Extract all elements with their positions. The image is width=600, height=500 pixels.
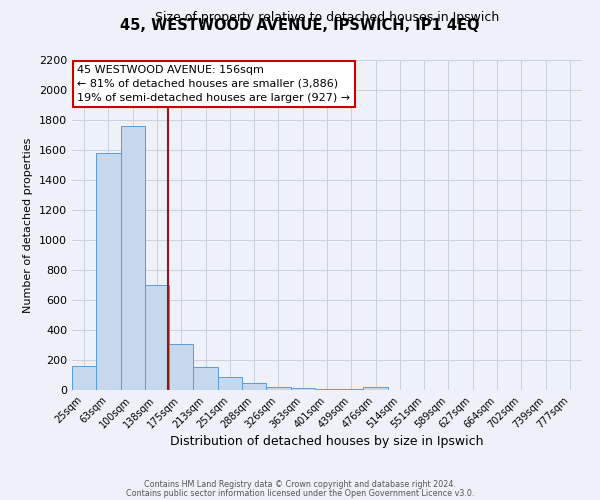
Bar: [339, 389, 364, 390]
Bar: [121, 126, 145, 390]
Bar: [145, 285, 169, 390]
Bar: [72, 366, 96, 390]
Bar: [266, 387, 290, 390]
Bar: [218, 378, 242, 390]
Y-axis label: Number of detached properties: Number of detached properties: [23, 138, 34, 312]
Text: Contains public sector information licensed under the Open Government Licence v3: Contains public sector information licen…: [126, 488, 474, 498]
Title: Size of property relative to detached houses in Ipswich: Size of property relative to detached ho…: [155, 11, 499, 24]
X-axis label: Distribution of detached houses by size in Ipswich: Distribution of detached houses by size …: [170, 436, 484, 448]
Bar: [242, 382, 266, 390]
Bar: [96, 153, 121, 390]
Text: 45, WESTWOOD AVENUE, IPSWICH, IP1 4EQ: 45, WESTWOOD AVENUE, IPSWICH, IP1 4EQ: [120, 18, 480, 32]
Bar: [193, 367, 218, 390]
Bar: [364, 387, 388, 390]
Bar: [290, 388, 315, 390]
Text: Contains HM Land Registry data © Crown copyright and database right 2024.: Contains HM Land Registry data © Crown c…: [144, 480, 456, 489]
Text: 45 WESTWOOD AVENUE: 156sqm
← 81% of detached houses are smaller (3,886)
19% of s: 45 WESTWOOD AVENUE: 156sqm ← 81% of deta…: [77, 65, 350, 103]
Bar: [315, 388, 339, 390]
Bar: [169, 344, 193, 390]
